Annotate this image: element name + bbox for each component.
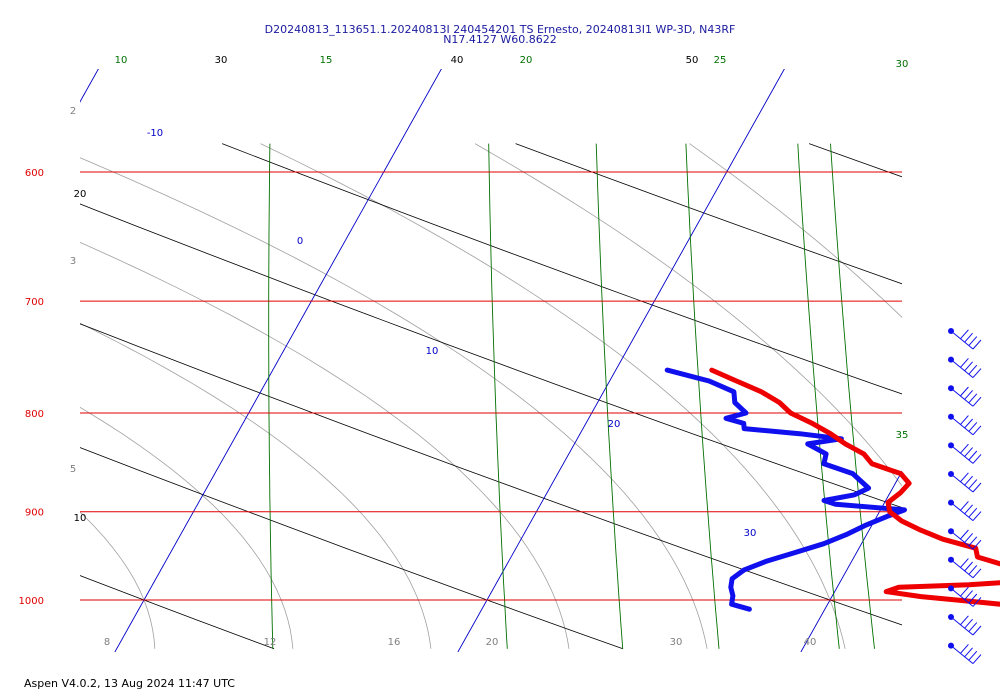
isotherm (80, 69, 99, 103)
wind-barb (948, 413, 982, 436)
mixing-ratio-line (595, 143, 624, 649)
dry-adiabat-label: 40 (451, 55, 464, 66)
mixing-ratio-label: 30 (896, 59, 909, 70)
moist-adiabat (689, 143, 902, 318)
wind-barb (948, 385, 982, 407)
dry-adiabat (808, 143, 902, 178)
wind-barb (948, 585, 982, 607)
temperature-axis-label: 16 (388, 637, 401, 648)
edge-label: 5 (70, 464, 76, 475)
moist-adiabat (80, 241, 570, 649)
isotherm (800, 470, 902, 652)
wind-barb (948, 499, 982, 521)
wind-barb (948, 614, 982, 636)
isobar-label: 1000 (19, 596, 44, 607)
dry-adiabat (80, 323, 902, 626)
wind-barb (948, 642, 982, 664)
temperature-axis-label: 12 (264, 637, 277, 648)
isotherm-label: 10 (426, 346, 439, 357)
wind-barb (948, 471, 982, 493)
dry-adiabat-label: 30 (215, 55, 228, 66)
edge-label: 2 (70, 106, 76, 117)
chart-title: D20240813_113651.1.20240813I 240454201 T… (264, 23, 736, 36)
wind-barb (948, 356, 982, 378)
mixing-ratio-line (31, 144, 44, 649)
moist-adiabat (80, 406, 294, 649)
moist-adiabat (904, 144, 1000, 649)
temperature-axis-label: 20 (486, 637, 499, 648)
mixing-ratio-line (945, 144, 998, 649)
edge-label: 10 (74, 513, 87, 524)
dry-adiabat-label: 50 (686, 55, 699, 66)
moist-adiabat (474, 143, 902, 487)
isobar-label: 600 (25, 168, 44, 179)
footer-version: Aspen V4.0.2, 13 Aug 2024 11:47 UTC (24, 677, 235, 690)
mixing-ratio-label: 20 (520, 55, 533, 66)
temperature-axis-label: 30 (670, 637, 683, 648)
mixing-ratio-line (268, 143, 274, 649)
mixing-ratio-label: 35 (896, 430, 909, 441)
wind-barb (948, 556, 982, 579)
moist-adiabat (260, 143, 846, 649)
isobar-label: 700 (25, 297, 44, 308)
isotherm (457, 69, 785, 652)
edge-label: 3 (70, 256, 76, 267)
moist-adiabat (0, 144, 17, 649)
dry-adiabat (515, 143, 902, 285)
dry-adiabat (80, 575, 275, 650)
temperature-axis-label: 8 (104, 637, 110, 648)
isotherm-label: 0 (297, 236, 303, 247)
moist-adiabat (80, 157, 708, 649)
moist-adiabat (80, 511, 156, 649)
isotherm (114, 69, 442, 652)
mixing-ratio-line (830, 143, 875, 649)
temperature-axis-label: 40 (804, 637, 817, 648)
wind-barb (948, 442, 982, 464)
wind-barb (948, 528, 982, 550)
mixing-ratio-label: 10 (115, 55, 128, 66)
isotherm-label: 20 (608, 419, 621, 430)
mixing-ratio-line (797, 143, 840, 649)
isobar-label: 900 (25, 508, 44, 519)
isotherm-label: -10 (147, 128, 163, 139)
mixing-ratio-label: 15 (320, 55, 333, 66)
isotherm-label: 30 (744, 528, 757, 539)
mixing-ratio-line (488, 143, 508, 649)
dry-adiabat (221, 143, 902, 395)
isobar-label: 800 (25, 409, 44, 420)
mixing-ratio-label: 25 (714, 55, 727, 66)
edge-label: 20 (74, 189, 87, 200)
dewpoint-profile (664, 367, 907, 612)
dry-adiabat (80, 447, 624, 650)
mixing-ratio-line (685, 143, 720, 649)
chart-subtitle: N17.4127 W60.8622 (443, 33, 557, 46)
wind-barb (948, 328, 982, 350)
dry-adiabat (80, 203, 902, 509)
temperature-profile (709, 367, 1000, 607)
